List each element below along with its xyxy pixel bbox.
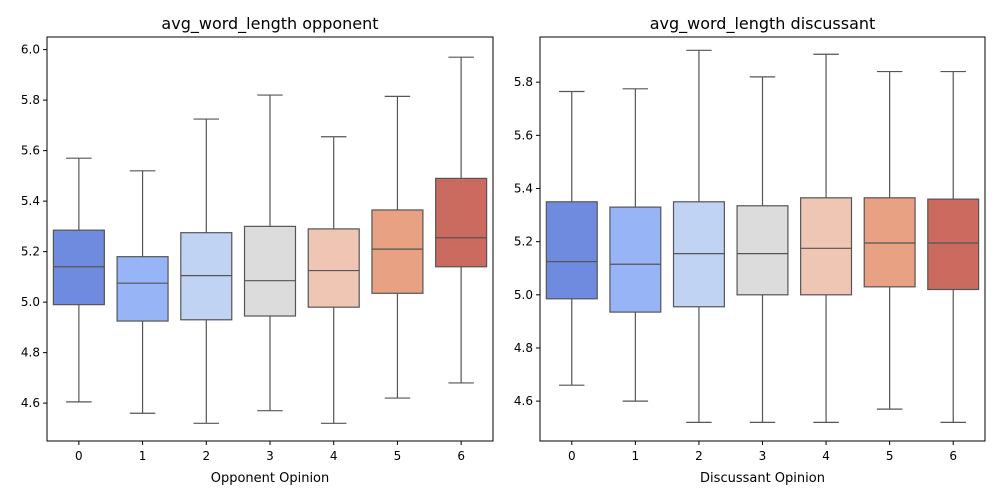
y-tick-label: 4.8 bbox=[21, 346, 40, 360]
x-tick-label: 4 bbox=[822, 449, 830, 463]
x-tick-label: 2 bbox=[695, 449, 703, 463]
box-6 bbox=[435, 56, 488, 384]
box-iqr bbox=[545, 201, 598, 300]
y-tick-label: 5.6 bbox=[21, 144, 40, 158]
box-5 bbox=[371, 95, 424, 399]
box-0 bbox=[545, 90, 598, 386]
chart-title: avg_word_length opponent bbox=[161, 14, 378, 34]
y-tick-label: 4.8 bbox=[514, 341, 533, 355]
chart-title: avg_word_length discussant bbox=[650, 14, 876, 34]
chart-discussant: avg_word_length discussant 4.6 4.8 5.0 5.2 5.… bbox=[514, 14, 986, 486]
x-axis-label: Opponent Opinion bbox=[211, 471, 330, 486]
chart-opponent: avg_word_length opponent 4.6 4.8 5.0 5.2 5.4 5… bbox=[21, 14, 494, 486]
box-iqr bbox=[863, 197, 916, 288]
x-tick-label: 5 bbox=[886, 449, 894, 463]
y-tick-label: 4.6 bbox=[21, 396, 40, 410]
y-tick-label: 6.0 bbox=[21, 43, 40, 57]
y-tick-label: 5.8 bbox=[21, 93, 40, 107]
axes-frame bbox=[539, 36, 986, 442]
y-tick-label: 5.2 bbox=[514, 235, 533, 249]
x-tick-label: 4 bbox=[330, 449, 338, 463]
y-tick-label: 5.4 bbox=[514, 182, 533, 196]
x-tick-label: 6 bbox=[949, 449, 957, 463]
axes-frame bbox=[46, 36, 494, 442]
box-iqr bbox=[609, 206, 662, 313]
box-iqr bbox=[672, 201, 725, 308]
x-tick-label: 0 bbox=[75, 449, 83, 463]
y-tick-label: 5.4 bbox=[21, 194, 40, 208]
x-tick-label: 1 bbox=[632, 449, 640, 463]
y-tick-label: 5.2 bbox=[21, 245, 40, 259]
x-tick-label: 3 bbox=[266, 449, 274, 463]
box-6 bbox=[927, 70, 980, 423]
box-1 bbox=[116, 170, 169, 414]
box-iqr bbox=[116, 256, 169, 322]
x-tick-label: 2 bbox=[202, 449, 210, 463]
box-iqr bbox=[800, 197, 853, 296]
x-tick-label: 5 bbox=[394, 449, 402, 463]
x-tick-label: 0 bbox=[568, 449, 576, 463]
box-iqr bbox=[243, 225, 297, 317]
x-tick-label: 3 bbox=[759, 449, 767, 463]
box-iqr bbox=[736, 205, 789, 296]
box-iqr bbox=[371, 209, 424, 294]
box-0 bbox=[52, 157, 105, 403]
y-tick-label: 5.0 bbox=[514, 288, 533, 302]
box-iqr bbox=[435, 177, 488, 268]
box-iqr bbox=[307, 228, 360, 308]
x-tick-label: 1 bbox=[139, 449, 147, 463]
box-iqr bbox=[927, 198, 980, 291]
box-5 bbox=[863, 70, 916, 410]
box-4 bbox=[800, 53, 853, 423]
box-3 bbox=[243, 94, 297, 412]
y-tick-label: 5.0 bbox=[21, 295, 40, 309]
y-tick-label: 5.6 bbox=[514, 128, 533, 142]
box-2 bbox=[672, 49, 725, 423]
box-iqr bbox=[180, 232, 233, 321]
x-axis-label: Discussant Opinion bbox=[700, 471, 825, 486]
y-tick-label: 4.6 bbox=[514, 394, 533, 408]
x-tick-label: 6 bbox=[457, 449, 465, 463]
box-3 bbox=[736, 76, 789, 423]
y-tick-label: 5.8 bbox=[514, 75, 533, 89]
box-iqr bbox=[52, 229, 105, 306]
box-2 bbox=[180, 118, 233, 424]
box-1 bbox=[609, 88, 662, 402]
box-4 bbox=[307, 136, 360, 424]
